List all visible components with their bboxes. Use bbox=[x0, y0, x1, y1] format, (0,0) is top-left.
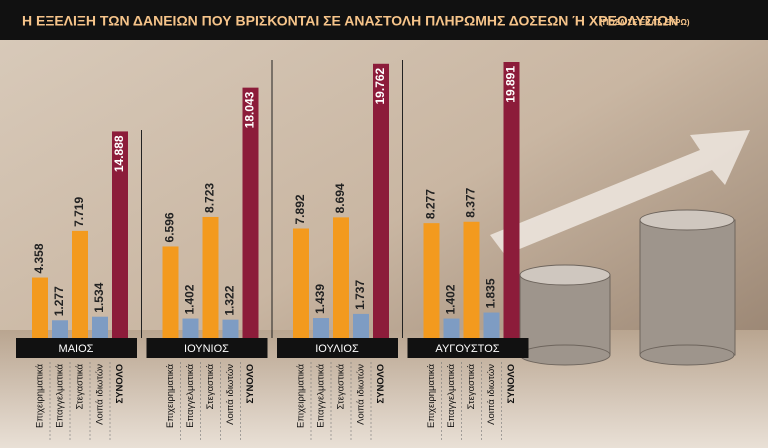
legend-label: Επιχειρηματικά bbox=[165, 364, 176, 428]
bar bbox=[222, 319, 239, 338]
bar bbox=[503, 62, 520, 338]
value-label: 1.402 bbox=[183, 284, 197, 314]
legend-label: Λοιπά ιδιωτών bbox=[225, 364, 236, 425]
value-label: 7.892 bbox=[293, 194, 307, 224]
legend-label: Λοιπά ιδιωτών bbox=[356, 364, 367, 425]
bar bbox=[162, 246, 179, 338]
month-band bbox=[146, 338, 268, 358]
bar bbox=[463, 221, 480, 338]
bar bbox=[72, 230, 88, 338]
value-label: 18.043 bbox=[243, 91, 257, 128]
value-label: 8.377 bbox=[464, 187, 478, 217]
legend-label: ΣΥΝΟΛΟ bbox=[115, 364, 126, 404]
month-band bbox=[277, 338, 398, 358]
legend-label: Λοιπά ιδιωτών bbox=[95, 364, 106, 425]
value-label: 14.888 bbox=[112, 135, 126, 172]
bar bbox=[202, 216, 219, 338]
bar bbox=[92, 316, 108, 338]
legend-label: Επαγγελματικά bbox=[316, 364, 327, 428]
legend-label: Επιχειρηματικά bbox=[426, 364, 437, 428]
value-label: 19.891 bbox=[504, 66, 518, 103]
chart-title: Η ΕΞΕΛΙΞΗ ΤΩΝ ΔΑΝΕΙΩΝ ΠΟΥ ΒΡΙΣΚΟΝΤΑΙ ΣΕ … bbox=[22, 13, 678, 29]
legend-label: ΣΥΝΟΛΟ bbox=[376, 364, 387, 404]
value-label: 4.358 bbox=[32, 243, 46, 273]
bar bbox=[333, 217, 349, 338]
value-label: 1.402 bbox=[444, 284, 458, 314]
bar bbox=[373, 63, 389, 339]
value-label: 6.596 bbox=[163, 212, 177, 242]
value-label: 1.835 bbox=[484, 278, 498, 308]
value-label: 8.694 bbox=[333, 183, 347, 213]
legend-label: ΣΥΝΟΛΟ bbox=[245, 364, 256, 404]
legend-label: Επαγγελματικά bbox=[185, 364, 196, 428]
bar bbox=[182, 318, 199, 338]
legend-label: Στεγαστικά bbox=[336, 364, 347, 410]
legend-label: Στεγαστικά bbox=[466, 364, 477, 410]
x-tick-label: ΑΥΓΟΥΣΤΟΣ bbox=[435, 343, 499, 355]
chart-subtitle: (ΠΟΣΑ ΣΕ ΕΚΑΤ. ΕΥΡΩ) bbox=[600, 18, 690, 27]
bar bbox=[353, 313, 369, 338]
legend-label: Επαγγελματικά bbox=[55, 364, 66, 428]
title-bar bbox=[0, 0, 768, 40]
x-tick-label: ΙΟΥΝΙΟΣ bbox=[184, 343, 229, 355]
value-label: 1.322 bbox=[223, 285, 237, 315]
value-label: 8.723 bbox=[203, 183, 217, 213]
bar bbox=[313, 318, 329, 338]
bar bbox=[52, 320, 68, 338]
value-label: 1.277 bbox=[52, 286, 66, 316]
value-label: 1.439 bbox=[313, 284, 327, 314]
month-band bbox=[16, 338, 137, 358]
bar bbox=[423, 223, 440, 338]
legend-label: Στεγαστικά bbox=[75, 364, 86, 410]
legend-label: ΣΥΝΟΛΟ bbox=[506, 364, 517, 404]
value-label: 8.277 bbox=[424, 189, 438, 219]
bar bbox=[242, 87, 259, 338]
legend-label: Επιχειρηματικά bbox=[35, 364, 46, 428]
value-label: 7.719 bbox=[72, 197, 86, 227]
legend-label: Λοιπά ιδιωτών bbox=[486, 364, 497, 425]
x-tick-label: ΙΟΥΛΙΟΣ bbox=[315, 343, 359, 355]
legend-label: Επιχειρηματικά bbox=[296, 364, 307, 428]
legend-label: Στεγαστικά bbox=[205, 364, 216, 410]
bar bbox=[32, 277, 48, 338]
bar bbox=[112, 131, 128, 338]
legend-label: Επαγγελματικά bbox=[446, 364, 457, 428]
x-tick-label: ΜΑΙΟΣ bbox=[59, 343, 94, 355]
value-label: 19.762 bbox=[373, 67, 387, 104]
value-label: 1.534 bbox=[92, 282, 106, 312]
month-band bbox=[407, 338, 529, 358]
bar bbox=[483, 312, 500, 338]
bar bbox=[293, 228, 309, 338]
bar bbox=[443, 318, 460, 338]
plot: ΜΑΙΟΣ 4.358 Επιχειρηματικά 1.277 Επαγγελματι… bbox=[16, 60, 529, 440]
value-label: 1.737 bbox=[353, 280, 367, 310]
